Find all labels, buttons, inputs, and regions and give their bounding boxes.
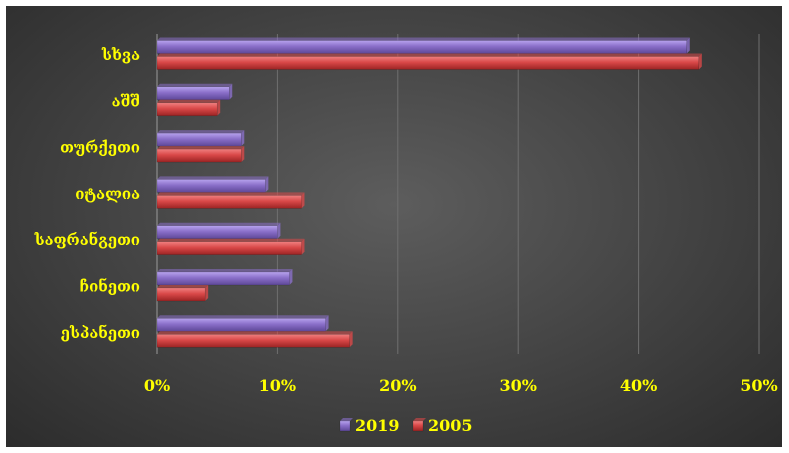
bar-2019	[156, 315, 329, 332]
bar-2005	[156, 331, 353, 348]
x-tick-label: 0%	[144, 376, 170, 395]
x-tick-label: 30%	[499, 376, 536, 395]
category-label: ჩინეთი	[79, 278, 140, 296]
category-label: აშშ	[112, 92, 140, 110]
legend-label: 2005	[428, 416, 473, 435]
bar-2019	[156, 130, 245, 147]
x-tick-label: 20%	[379, 376, 416, 395]
chart-area	[6, 6, 782, 447]
category-label: ესპანეთი	[61, 324, 140, 342]
category-label: სხვა	[101, 46, 140, 64]
bar-2019	[156, 37, 690, 54]
category-label: იტალია	[75, 185, 140, 203]
bar-2019	[156, 222, 281, 239]
bar-2005	[156, 192, 305, 209]
category-label: თურქეთი	[60, 139, 140, 157]
x-tick-label: 10%	[259, 376, 296, 395]
legend-swatch	[339, 420, 351, 432]
bar-2019	[156, 269, 293, 286]
category-label: საფრანგეთი	[34, 231, 140, 249]
bar-2005	[156, 53, 702, 70]
legend-label: 2019	[355, 416, 400, 435]
bar-2005	[156, 146, 245, 163]
bar-2005	[156, 238, 305, 255]
legend-swatch	[412, 420, 424, 432]
bar-2005	[156, 99, 221, 117]
bar-2019	[156, 176, 269, 193]
bar-2005	[156, 285, 209, 302]
bar-2019	[156, 83, 233, 101]
x-tick-label: 40%	[620, 376, 657, 395]
legend-item-2005: 2005	[412, 416, 473, 435]
legend-item-2019: 2019	[339, 416, 400, 435]
x-tick-label: 50%	[740, 376, 777, 395]
